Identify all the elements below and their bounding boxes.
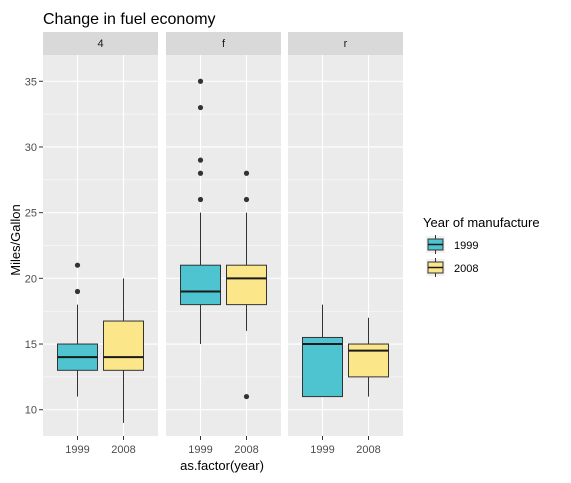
legend-title: Year of manufacture <box>423 215 540 230</box>
panel-r-strip <box>288 32 403 55</box>
panel-4-box-1999-outlier <box>74 262 81 268</box>
panel-r-x-tick-label-2008: 2008 <box>356 444 380 456</box>
legend-entry-1999: 1999 <box>426 235 478 254</box>
panel-f-box-2008-iqr <box>226 264 267 306</box>
panel-f-box-2008-outlier <box>243 170 250 176</box>
panel-r-box-1999: 1999 <box>302 304 343 456</box>
panel-f-box-1999-outlier <box>197 196 204 203</box>
panel-4-x-tick-label-2008: 2008 <box>111 444 135 456</box>
panel-f-box-1999-iqr <box>180 264 221 306</box>
panel-f-strip-label: f <box>222 38 226 50</box>
y-tick-label: 20 <box>25 273 37 285</box>
panel-4-strip-label: 4 <box>97 38 103 50</box>
panel-f-box-2008-outlier <box>243 393 250 400</box>
panel-f-box-1999-outlier <box>197 157 204 163</box>
panel-f-x-tick-label-2008: 2008 <box>234 444 258 456</box>
panel-f-box-1999-outlier <box>197 104 204 111</box>
panel-f-box-2008: 2008 <box>226 170 267 456</box>
y-tick-label: 30 <box>25 142 37 154</box>
panel-4-box-1999: 1999 <box>57 262 98 456</box>
chart-title: Change in fuel economy <box>43 11 216 28</box>
panel-f-box-1999-outlier <box>197 78 204 84</box>
legend: Year of manufacture 1999 2008 <box>423 215 540 277</box>
legend-label-2008: 2008 <box>454 263 478 275</box>
panel-f-box-1999: 1999 <box>180 78 221 456</box>
panels-layer: 4 1999 2008 f 1999 2008 r 1999 2008 10 15 20 25 30 35 <box>25 32 403 456</box>
panel-f-strip <box>166 32 281 55</box>
legend-label-1999: 1999 <box>454 240 478 252</box>
x-axis-title: as.factor(year) <box>180 458 264 473</box>
panel-4-x-tick-label-1999: 1999 <box>65 444 89 456</box>
panel-f-box-2008-outlier <box>243 196 250 203</box>
panel-r-strip-label: r <box>344 38 348 50</box>
panel-4-box-2008: 2008 <box>103 278 144 456</box>
legend-entry-2008: 2008 <box>426 258 478 277</box>
panel-4-box-1999-outlier <box>74 288 81 295</box>
y-tick-label: 10 <box>25 405 37 417</box>
y-tick-label: 25 <box>25 208 37 220</box>
y-tick-label: 35 <box>25 76 37 88</box>
y-tick-label: 15 <box>25 339 37 351</box>
panel-r-box-2008: 2008 <box>348 317 389 456</box>
panel-f-box-1999-outlier <box>197 170 204 176</box>
panel-f-x-tick-label-1999: 1999 <box>188 444 212 456</box>
y-axis-title: Miles/Gallon <box>8 204 23 276</box>
panel-r-box-2008-iqr <box>348 343 389 378</box>
panel-r-box-1999-iqr <box>302 336 343 398</box>
panel-4-strip <box>43 32 158 55</box>
panel-4-box-2008-iqr <box>103 320 144 371</box>
panel-r-x-tick-label-1999: 1999 <box>310 444 334 456</box>
